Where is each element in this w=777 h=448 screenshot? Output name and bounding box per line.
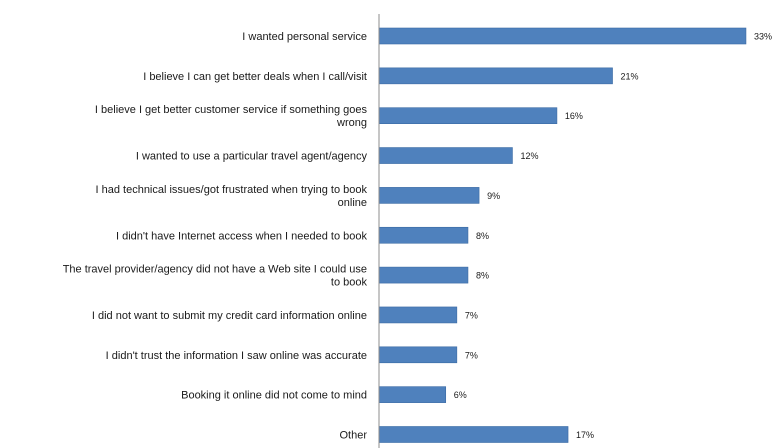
bar — [378, 27, 747, 45]
category-label: I wanted personal service — [242, 31, 367, 43]
bar — [378, 306, 458, 324]
bar-value-label: 9% — [487, 191, 500, 201]
bar-value-label: 21% — [621, 71, 639, 81]
bar — [378, 187, 480, 204]
category-label: I had technical issues/got frustrated wh… — [96, 184, 368, 196]
bars — [378, 27, 747, 443]
bar — [378, 226, 469, 244]
category-label: I didn't have Internet access when I nee… — [116, 230, 367, 242]
bar — [378, 426, 569, 443]
category-label: I believe I can get better deals when I … — [143, 71, 367, 83]
category-label: online — [338, 197, 367, 209]
category-label: I believe I get better customer service … — [95, 104, 368, 116]
bar-value-label: 17% — [576, 430, 594, 440]
bar — [378, 386, 447, 403]
category-label: I didn't trust the information I saw onl… — [106, 350, 367, 362]
bar-value-label: 7% — [465, 350, 478, 360]
bar-value-label: 8% — [476, 231, 489, 241]
category-label: I did not want to submit my credit card … — [92, 310, 367, 322]
bar-value-label: 12% — [520, 151, 538, 161]
category-label: Other — [339, 430, 367, 442]
bar — [378, 107, 558, 124]
category-label: to book — [331, 277, 368, 289]
bar-value-label: 8% — [476, 271, 489, 281]
bar-value-label: 16% — [565, 111, 583, 121]
bar — [378, 266, 469, 284]
bar — [378, 346, 458, 364]
category-labels: I wanted personal service I believe I can… — [63, 31, 368, 442]
bar-value-label: 6% — [454, 390, 467, 400]
value-labels: 33% 21% 16% 12% 9% 8% 8% 7% 7% 6% 17% — [454, 32, 772, 441]
bar — [378, 67, 613, 85]
category-label: wrong — [336, 117, 367, 129]
bar-value-label: 7% — [465, 310, 478, 320]
bar — [378, 147, 513, 164]
category-label: Booking it online did not come to mind — [181, 390, 367, 402]
category-label: I wanted to use a particular travel agen… — [136, 151, 368, 163]
category-label: The travel provider/agency did not have … — [63, 264, 367, 276]
bar-value-label: 33% — [754, 32, 772, 42]
